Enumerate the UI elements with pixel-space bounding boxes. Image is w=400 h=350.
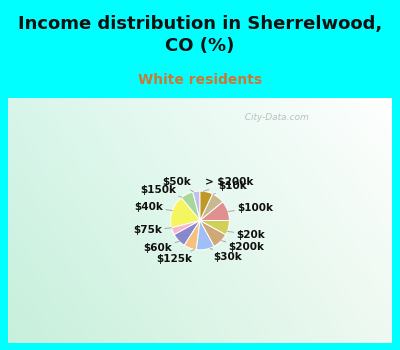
Wedge shape — [200, 194, 223, 220]
Wedge shape — [174, 220, 200, 245]
Text: City-Data.com: City-Data.com — [239, 113, 308, 122]
Text: $50k: $50k — [163, 177, 194, 192]
Text: $200k: $200k — [222, 241, 264, 252]
Text: $40k: $40k — [134, 202, 172, 212]
Text: Income distribution in Sherrelwood,
CO (%): Income distribution in Sherrelwood, CO (… — [18, 15, 382, 55]
Wedge shape — [184, 220, 200, 250]
Text: $100k: $100k — [228, 203, 273, 214]
Text: $150k: $150k — [140, 184, 182, 197]
Text: $125k: $125k — [157, 250, 194, 264]
Wedge shape — [200, 191, 212, 220]
Text: $75k: $75k — [133, 225, 172, 235]
Wedge shape — [200, 220, 230, 234]
Text: White residents: White residents — [138, 74, 262, 88]
Text: $30k: $30k — [210, 248, 242, 262]
Wedge shape — [171, 198, 200, 228]
Wedge shape — [200, 220, 226, 246]
Wedge shape — [193, 191, 200, 220]
Text: $10k: $10k — [213, 181, 246, 194]
Wedge shape — [200, 202, 230, 220]
Wedge shape — [181, 192, 200, 220]
Text: > $200k: > $200k — [204, 177, 253, 191]
Wedge shape — [172, 220, 200, 234]
Wedge shape — [196, 220, 214, 250]
Text: $20k: $20k — [227, 230, 265, 240]
Text: $60k: $60k — [144, 241, 179, 253]
